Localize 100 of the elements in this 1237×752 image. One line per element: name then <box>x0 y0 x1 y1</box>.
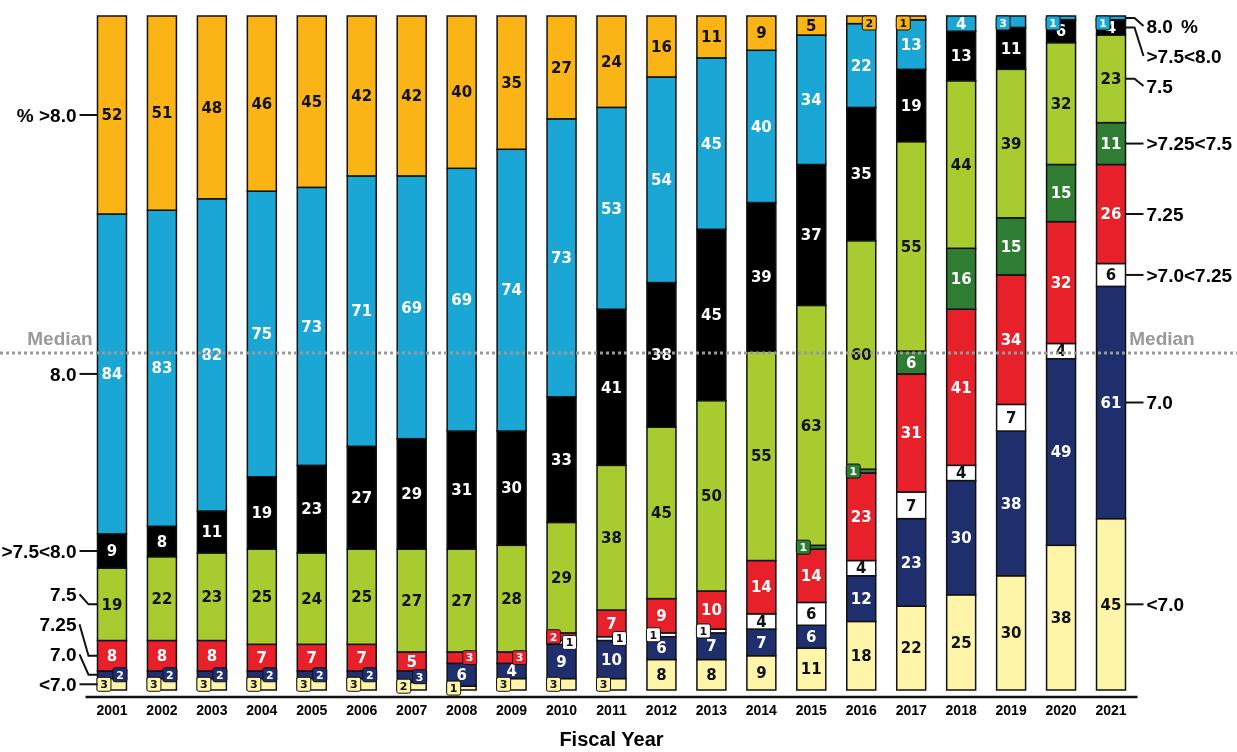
data-label: 3 <box>100 678 108 692</box>
text: >7.5<8.0 <box>1 540 77 562</box>
x-axis-title: Fiscal Year <box>559 728 664 750</box>
data-label: 4 <box>955 464 967 483</box>
data-label: 42 <box>401 87 423 106</box>
data-label: 25 <box>950 633 972 652</box>
data-label: 10 <box>700 601 722 620</box>
x-tick-label: 2014 <box>745 702 778 718</box>
legend-label: <7.0 <box>38 673 77 695</box>
data-label: 15 <box>1050 184 1072 203</box>
data-label: 34 <box>800 91 822 110</box>
data-label: 7 <box>306 648 318 667</box>
data-label: 10 <box>601 650 622 669</box>
data-label: 3 <box>499 678 508 692</box>
data-label: 15 <box>1000 237 1022 256</box>
x-tick-label: 2015 <box>795 702 828 718</box>
data-label: 3 <box>515 651 524 665</box>
data-label: 22 <box>151 589 173 608</box>
data-label: 6 <box>806 627 817 646</box>
data-label: 8 <box>156 532 168 551</box>
data-label: 7 <box>706 637 717 656</box>
data-label: 51 <box>151 104 173 123</box>
data-label: 6 <box>905 353 917 372</box>
data-label: 83 <box>151 359 173 378</box>
data-label: 34 <box>1000 330 1022 349</box>
data-label: 32 <box>1050 273 1072 292</box>
ref-line-label: Median <box>27 328 93 349</box>
data-label: 6 <box>656 639 667 658</box>
text: 7.0 <box>50 643 77 665</box>
series-label: 8.0 <box>50 363 77 385</box>
data-label: 45 <box>301 92 323 111</box>
data-label: 11 <box>700 28 722 47</box>
data-label: 44 <box>950 155 972 174</box>
data-label: 23 <box>900 553 922 572</box>
data-label: 6 <box>806 605 817 624</box>
data-label: 16 <box>651 37 672 56</box>
data-label: 5 <box>406 652 417 671</box>
data-label: 1 <box>899 16 908 30</box>
text: 7.5 <box>50 583 77 605</box>
data-label: 53 <box>601 199 622 218</box>
data-label: 7 <box>256 648 268 667</box>
text: 8.0 <box>1146 15 1173 37</box>
data-label: 29 <box>401 485 423 504</box>
series-label: >7.0<7.25 <box>1146 264 1233 286</box>
x-tick-label: 2008 <box>446 702 478 718</box>
data-label: 2 <box>865 16 874 30</box>
data-label: 23 <box>850 507 872 526</box>
data-label: 3 <box>465 651 474 665</box>
data-label: 71 <box>351 302 373 321</box>
data-label: 4 <box>506 662 517 681</box>
data-label: 11 <box>201 523 223 542</box>
data-label: 2 <box>216 668 224 682</box>
data-label: 24 <box>601 52 622 71</box>
data-label: 46 <box>251 94 273 113</box>
x-tick-label: 2018 <box>945 702 977 718</box>
data-label: 45 <box>1100 595 1122 614</box>
data-label: 7 <box>905 496 917 515</box>
data-label: 2 <box>365 668 374 682</box>
data-label: 3 <box>415 670 424 684</box>
data-label: 27 <box>451 591 473 610</box>
data-label: 3 <box>200 678 208 692</box>
data-label: 7 <box>606 614 617 633</box>
data-label: 4 <box>756 612 767 631</box>
x-tick-label: 2007 <box>396 702 428 718</box>
data-label: 8 <box>206 646 218 665</box>
x-tick-label: 2013 <box>695 702 728 718</box>
series-label: % >8.0 <box>16 104 77 126</box>
data-label: 2 <box>266 668 274 682</box>
data-label: 74 <box>501 281 523 300</box>
data-label: 1 <box>1049 16 1057 30</box>
data-label: 8 <box>106 646 118 665</box>
data-label: 50 <box>700 487 722 506</box>
data-label: 84 <box>101 365 123 384</box>
legend-label: 7.25 <box>39 613 77 635</box>
x-tick-label: 2016 <box>845 702 878 718</box>
data-label: 9 <box>556 652 567 671</box>
data-label: 38 <box>1050 608 1072 627</box>
x-tick-label: 2011 <box>596 702 627 718</box>
data-label: 40 <box>750 117 772 136</box>
data-label: 18 <box>850 646 872 665</box>
data-label: 45 <box>700 306 722 325</box>
data-label: 23 <box>301 500 323 519</box>
data-label: 13 <box>950 47 972 66</box>
x-tick-label: 2010 <box>545 702 578 718</box>
data-label: 32 <box>1050 94 1072 113</box>
data-label: 5 <box>806 16 817 35</box>
data-label: 35 <box>850 165 872 184</box>
data-label: 9 <box>756 664 767 683</box>
x-tick-label: 2006 <box>346 702 378 718</box>
data-label: 52 <box>101 106 123 125</box>
x-tick-label: 2009 <box>496 702 528 718</box>
x-tick-label: 2012 <box>645 702 678 718</box>
data-label: 3 <box>999 16 1007 30</box>
data-label: 22 <box>900 639 922 658</box>
data-label: 48 <box>201 98 223 117</box>
data-label: 31 <box>451 481 473 500</box>
data-label: 45 <box>651 504 672 523</box>
data-label: 3 <box>599 678 608 692</box>
data-label: 28 <box>501 589 523 608</box>
data-label: 69 <box>451 290 473 309</box>
